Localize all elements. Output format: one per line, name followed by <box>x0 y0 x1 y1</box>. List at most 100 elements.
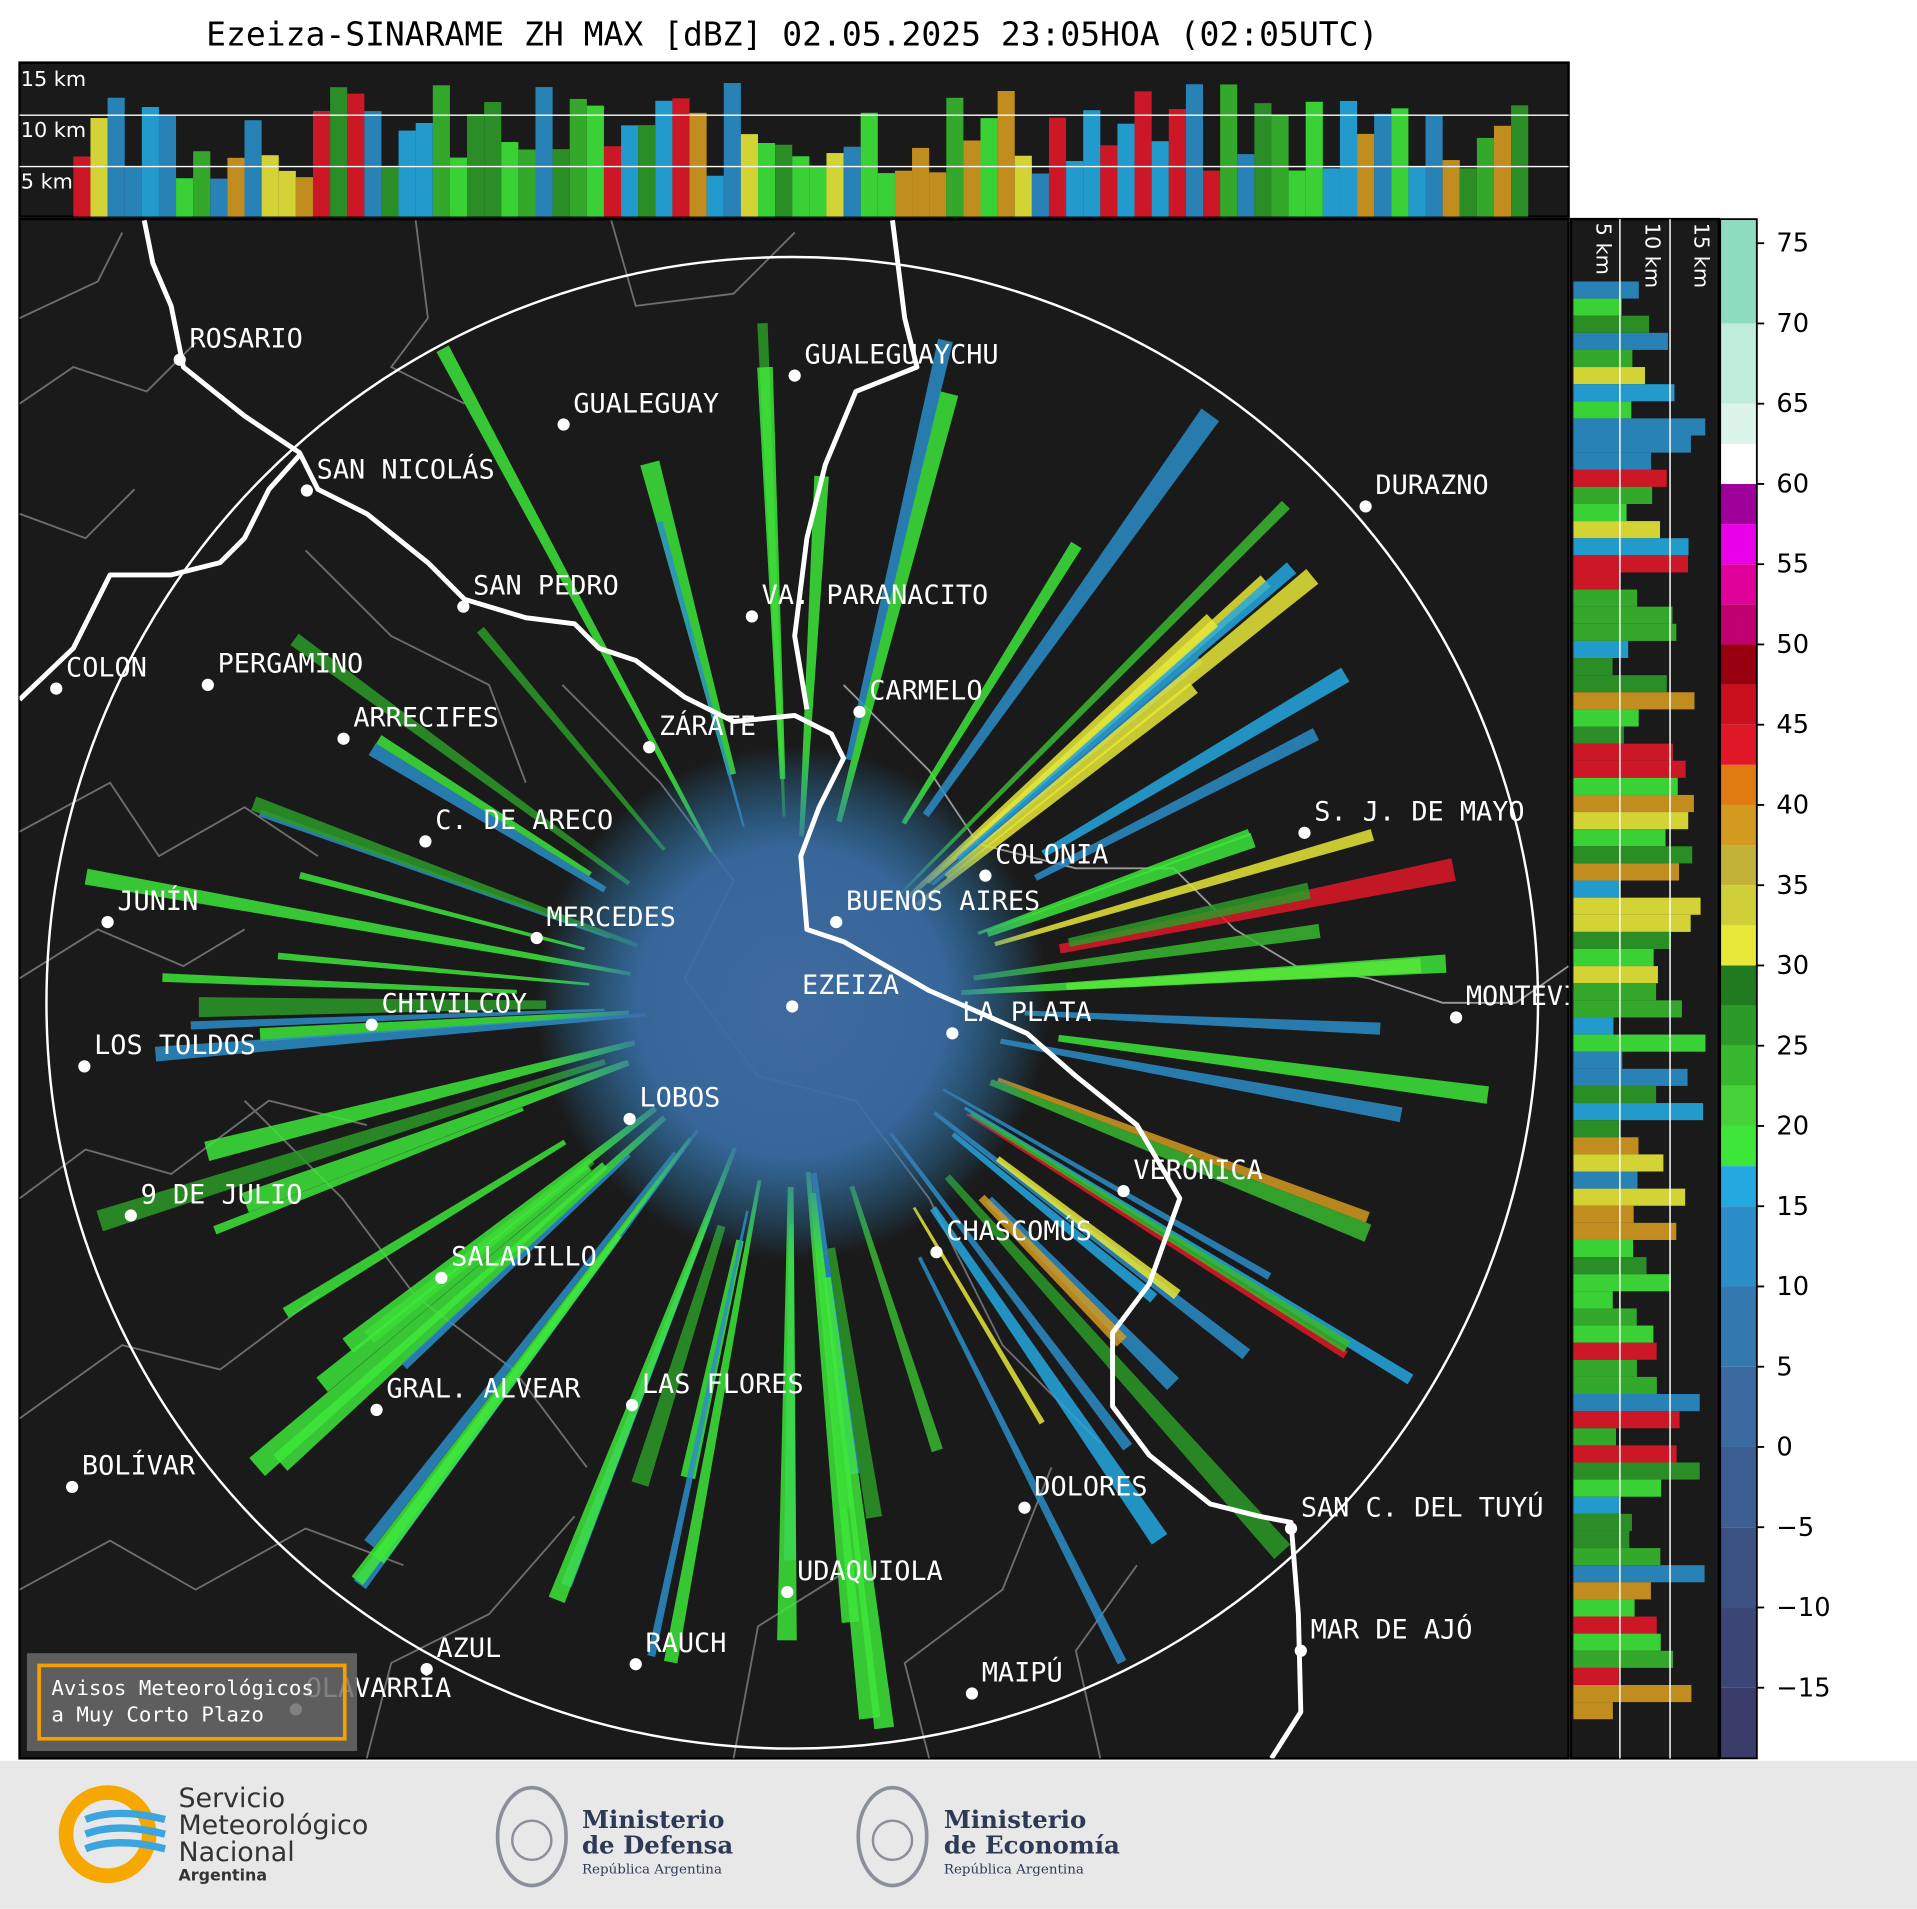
radar-echo <box>436 345 713 853</box>
section-echo <box>621 125 639 217</box>
section-echo <box>1573 880 1620 898</box>
section-echo <box>1573 948 1654 967</box>
radar-echo <box>799 475 829 837</box>
section-echo <box>1573 1342 1657 1360</box>
section-echo <box>1573 1616 1657 1634</box>
section-echo <box>860 112 878 217</box>
radar-echo <box>1034 728 1320 881</box>
section-echo <box>1476 137 1494 217</box>
section-echo <box>1573 1445 1677 1463</box>
radar-echo <box>476 626 666 851</box>
radar-echo <box>213 1107 524 1235</box>
city-label: BUENOS AIRES <box>846 886 1040 917</box>
section-echo <box>1573 1684 1692 1703</box>
radar-echo <box>273 1115 667 1471</box>
city-label: SALADILLO <box>451 1242 597 1273</box>
city-dot <box>300 484 313 497</box>
radar-echo <box>190 1008 605 1030</box>
section-echo <box>1573 332 1668 350</box>
city-label: ARRECIFES <box>353 702 499 733</box>
city-label: GUALEGUAY <box>573 388 719 419</box>
radar-echo <box>1024 1010 1381 1035</box>
city-dot <box>643 741 656 754</box>
city-dot <box>853 705 866 718</box>
crest-inner <box>511 1819 553 1862</box>
radar-echo <box>1068 882 1311 948</box>
section-echo <box>655 100 673 217</box>
colorbar-tick-label: −5 <box>1776 1513 1814 1543</box>
city-labels: ROSARIO GUALEGUAYCHU GUALEGUAY SAN NICOLÁS D… <box>50 323 1569 1716</box>
radar-echo <box>973 923 1321 981</box>
city-dot <box>420 1662 433 1676</box>
section-echo <box>1391 108 1409 217</box>
city-dot <box>66 1480 79 1494</box>
warning-text: a Muy Corto Plazo <box>51 1703 264 1727</box>
section-echo <box>1573 1222 1677 1240</box>
section-echo <box>552 149 570 217</box>
colorbar-segment <box>1720 965 1757 1006</box>
colorbar-segment <box>1720 724 1757 765</box>
section-echo <box>535 87 553 217</box>
height-label: 15 km <box>1689 223 1713 288</box>
section-echo <box>1573 1702 1613 1720</box>
colorbar-segment <box>1720 1125 1757 1167</box>
city-dot <box>365 1018 378 1031</box>
city-dot <box>1294 1644 1307 1657</box>
warning-box[interactable] <box>37 1663 347 1741</box>
radar-echo <box>241 1059 630 1213</box>
section-echo <box>1573 1530 1630 1549</box>
section-echo <box>1573 1599 1635 1617</box>
colorbar-segment <box>1720 1446 1757 1528</box>
colorbar-segment <box>1720 885 1757 926</box>
warning-box-bg <box>26 1653 357 1752</box>
section-echo <box>912 147 930 217</box>
colorbar-segment <box>1720 764 1757 805</box>
city-label: DOLORES <box>1034 1471 1147 1502</box>
title: Ezeiza-SINARAME ZH MAX [dBZ] 02.05.2025 … <box>206 15 1378 54</box>
city-label: VERÓNICA <box>1133 1154 1262 1186</box>
radar-echo <box>198 997 547 1018</box>
colorbar-tick-label: 65 <box>1776 389 1809 419</box>
section-echo <box>1573 658 1613 676</box>
section-echo <box>1573 1582 1651 1600</box>
city-dot <box>830 915 843 929</box>
rivers-coast <box>19 219 1304 1759</box>
section-echo <box>1573 1548 1661 1566</box>
radar-echo <box>951 1132 1158 1303</box>
section-echo <box>1573 1154 1664 1172</box>
city-dot <box>623 1112 636 1126</box>
footer-text: de Defensa <box>582 1831 733 1860</box>
city-dot <box>781 1585 794 1599</box>
section-echo <box>1573 555 1688 573</box>
section-echo <box>193 151 211 217</box>
radar-echo <box>969 1111 1351 1353</box>
section-echo <box>980 118 998 217</box>
footer-text: Nacional <box>178 1837 294 1868</box>
section-echo <box>1573 606 1673 624</box>
radar-echo <box>368 743 607 893</box>
section-echo <box>1573 1000 1682 1018</box>
section-echo <box>1254 103 1272 217</box>
section-echo <box>364 111 382 217</box>
section-echo <box>210 178 228 217</box>
radar-echo <box>894 500 1290 900</box>
city-label: PERGAMINO <box>218 649 364 680</box>
colorbar-tick-label: −10 <box>1776 1593 1830 1623</box>
section-echo <box>1573 367 1646 385</box>
city-label: RAUCH <box>646 1628 727 1659</box>
city-label: BOLÍVAR <box>82 1450 196 1482</box>
section-echo <box>997 91 1015 217</box>
radar-echo <box>845 338 953 761</box>
footer-text: Argentina <box>178 1866 267 1885</box>
city-label: DURAZNO <box>1375 470 1488 501</box>
section-echo <box>347 93 365 217</box>
section-echo <box>1573 743 1673 761</box>
colorbar-tick-label: 10 <box>1776 1272 1809 1302</box>
radar-echo <box>777 1186 797 1641</box>
colorbar-tick-label: 15 <box>1776 1192 1809 1222</box>
radar-echo <box>656 520 745 827</box>
colorbar-segment <box>1720 804 1757 846</box>
section-echo <box>1573 1137 1639 1155</box>
radar-echo <box>912 1206 1045 1425</box>
crest <box>495 1785 568 1888</box>
